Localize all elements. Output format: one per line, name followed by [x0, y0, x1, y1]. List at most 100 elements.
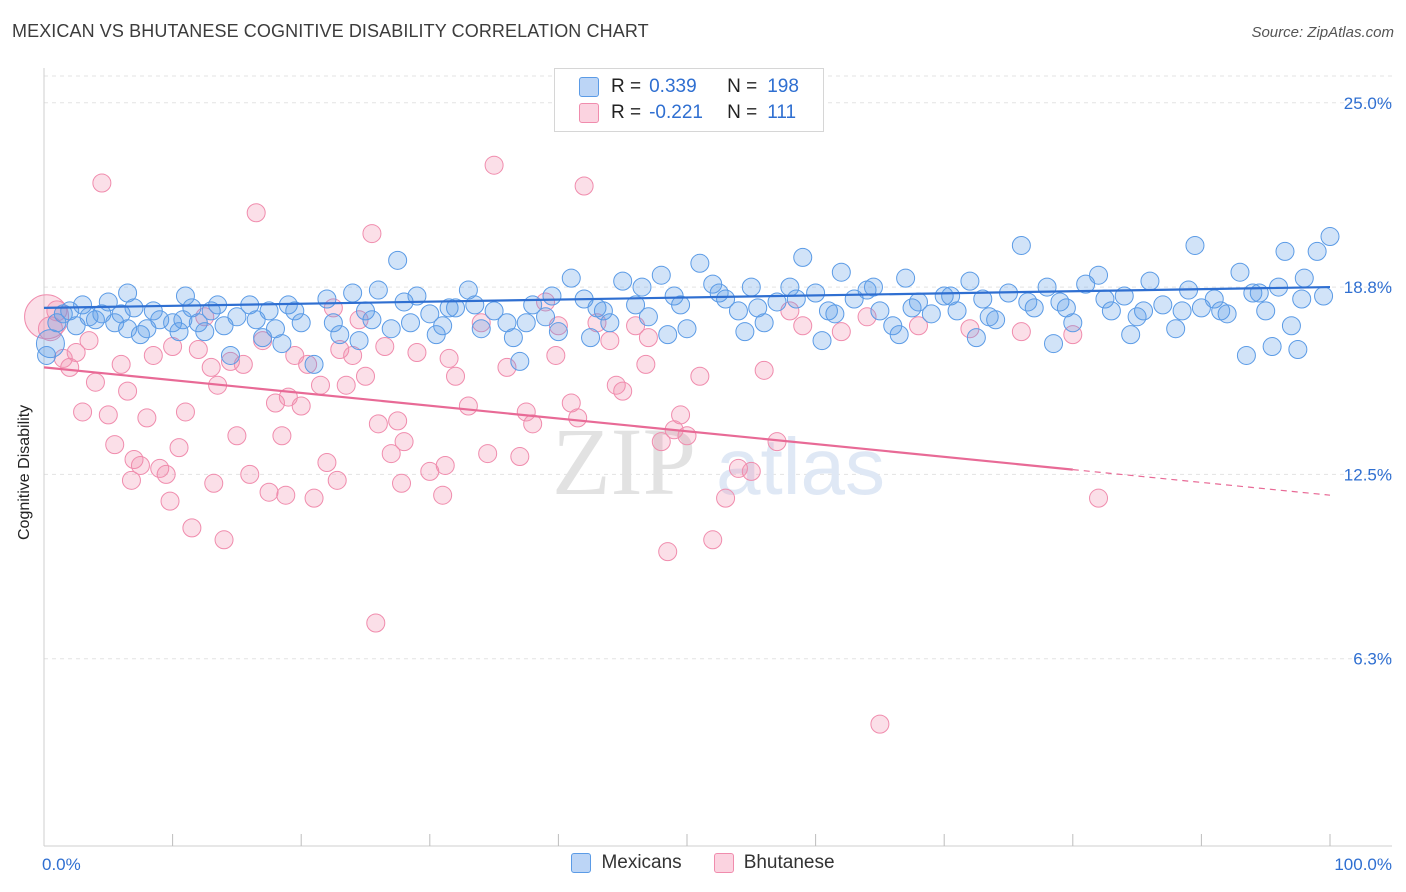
mexicans-point — [118, 319, 138, 339]
bhutanese-point — [375, 337, 395, 357]
mexicans-point — [889, 325, 909, 345]
mexicans-point — [806, 283, 826, 303]
mexicans-point — [1037, 277, 1057, 297]
legend-item-bhutanese: Bhutanese — [713, 852, 835, 874]
mexicans-point — [1320, 227, 1340, 247]
y-tick-labels: 6.3% 12.5% 18.8% 25.0% — [1344, 94, 1392, 669]
bhutanese-point — [276, 485, 296, 505]
bhutanese-point — [137, 408, 157, 428]
bhutanese-point — [439, 348, 459, 368]
bhutanese-point — [66, 342, 86, 362]
mexicans-point — [1249, 283, 1269, 303]
mexicans-point — [741, 277, 761, 297]
bhutanese-point — [98, 405, 118, 425]
mexicans-point — [728, 301, 748, 321]
mexicans-point — [600, 313, 620, 333]
bhutanese-point — [327, 470, 347, 490]
y-tick-label: 25.0% — [1344, 94, 1392, 113]
mexicans-point — [1044, 334, 1064, 354]
mexicans-point — [1262, 337, 1282, 357]
legend-label-bhutanese: Bhutanese — [743, 852, 835, 873]
mexicans-point — [426, 325, 446, 345]
mexicans-point — [1294, 268, 1314, 288]
legend-n-value: 111 — [767, 102, 797, 123]
mexicans-point — [748, 298, 768, 318]
mexicans-point — [536, 307, 556, 327]
bhutanese-point — [160, 491, 180, 511]
mexicans-point — [1089, 265, 1109, 285]
bhutanese-point — [741, 461, 761, 481]
bhutanese-point — [671, 405, 691, 425]
mexicans-point — [1121, 325, 1141, 345]
legend-r-value: -0.221 — [649, 102, 703, 123]
axes — [43, 68, 1392, 847]
mexicans-point — [343, 283, 363, 303]
mexicans-point — [677, 319, 697, 339]
legend-swatch-mexicans — [579, 77, 599, 97]
bhutanese-point — [677, 426, 697, 446]
mexicans-point — [368, 280, 388, 300]
mexicans-point — [73, 295, 93, 315]
mexicans-point — [124, 298, 144, 318]
bhutanese-point — [690, 366, 710, 386]
mexicans-point — [105, 313, 125, 333]
mexicans-point — [561, 268, 581, 288]
mexicans-point — [1172, 301, 1192, 321]
mexicans-point — [767, 292, 787, 312]
mexicans-point — [323, 313, 343, 333]
bhutanese-point — [908, 316, 928, 336]
mexicans-point — [362, 310, 382, 330]
mexicans-point — [227, 307, 247, 327]
bhutanese-point — [568, 408, 588, 428]
bhutanese-point — [388, 411, 408, 431]
legend-swatch-bhutanese — [579, 103, 599, 123]
bhutanese-point — [636, 354, 656, 374]
bhutanese-point — [600, 331, 620, 351]
bhutanese-point — [433, 485, 453, 505]
mexicans-point — [37, 345, 57, 365]
mexicans-point — [1256, 301, 1276, 321]
mexicans-point — [1140, 271, 1160, 291]
mexicans-point — [388, 250, 408, 270]
mexicans-point — [973, 289, 993, 309]
mexicans-point — [542, 286, 562, 306]
legend-n-label: N = — [727, 102, 758, 123]
bhutanese-point — [870, 714, 890, 734]
mexicans-point — [1288, 340, 1308, 360]
legend-r-label: R = — [611, 102, 642, 123]
bhutanese-point — [118, 381, 138, 401]
bhutanese-point — [831, 322, 851, 342]
mexicans-point — [349, 331, 369, 351]
bhutanese-point — [85, 372, 105, 392]
bhutanese-point — [143, 345, 163, 365]
bhutanese-point — [478, 444, 498, 464]
source-credit: Source: ZipAtlas.com — [1251, 24, 1394, 41]
bhutanese-trend-line-extension — [1072, 469, 1331, 496]
mexicans-point — [420, 304, 440, 324]
mexicans-point — [143, 301, 163, 321]
bhutanese-point — [175, 402, 195, 422]
bhutanese-point — [362, 224, 382, 244]
bhutanese-point — [298, 354, 318, 374]
mexicans-point — [651, 265, 671, 285]
mexicans-point — [53, 304, 73, 324]
mexicans-point — [896, 268, 916, 288]
mexicans-point — [304, 354, 324, 374]
bhutanese-point — [169, 438, 189, 458]
bhutanese-point — [79, 331, 99, 351]
mexicans-point — [941, 286, 961, 306]
mexicans-point — [195, 322, 215, 342]
mexicans-point — [79, 307, 99, 327]
bhutanese-point — [156, 464, 176, 484]
mexicans-point — [1275, 241, 1295, 261]
bhutanese-point — [651, 432, 671, 452]
bhutanese-point — [265, 393, 285, 413]
mexicans-point — [709, 283, 729, 303]
bhutanese-point — [458, 396, 478, 416]
bhutanese-point — [272, 426, 292, 446]
mexicans-point — [1011, 235, 1031, 255]
trend-lines — [43, 285, 1331, 496]
mexicans-point — [246, 310, 266, 330]
bhutanese-point — [368, 414, 388, 434]
legend-swatch-bhutanese — [713, 853, 734, 873]
